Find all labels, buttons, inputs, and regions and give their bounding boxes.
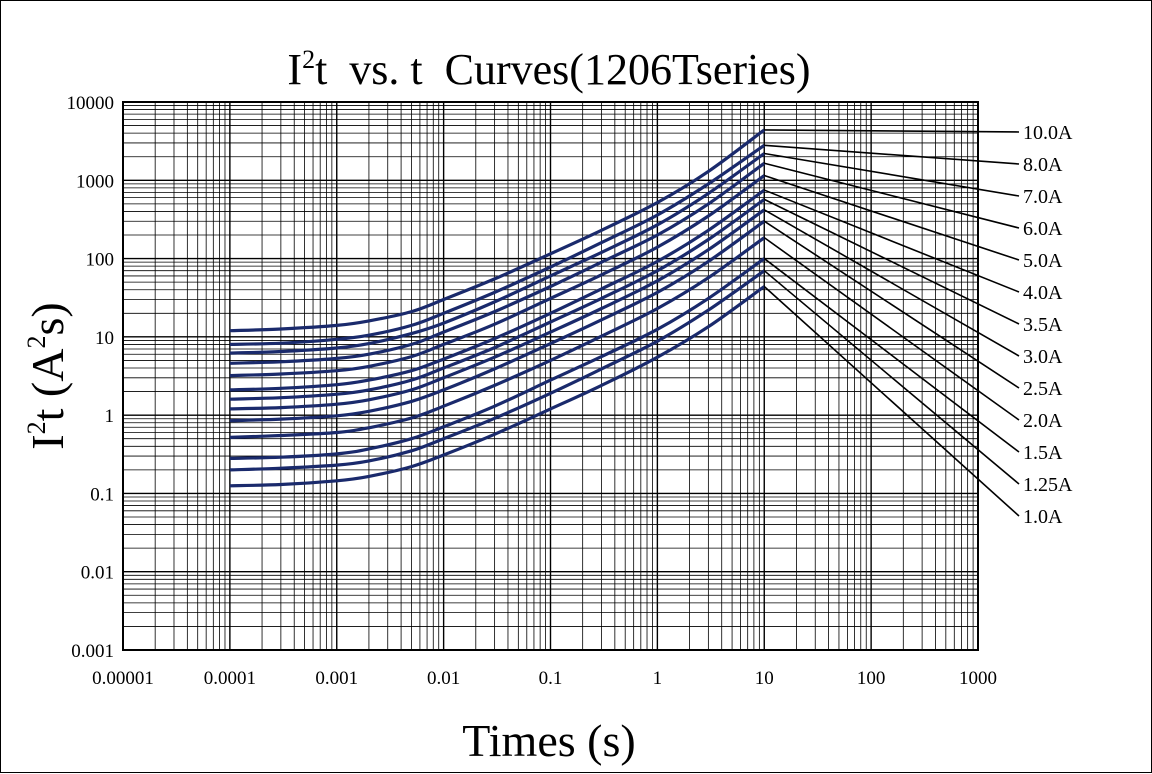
legend-label-2.5A: 2.5A bbox=[1023, 378, 1063, 400]
legend-label-1.0A: 1.0A bbox=[1023, 506, 1063, 528]
legend-label-5.0A: 5.0A bbox=[1023, 250, 1063, 272]
series-curve-6.0A bbox=[229, 161, 766, 365]
y-tick-label: 1 bbox=[105, 406, 115, 427]
legend-label-7.0A: 7.0A bbox=[1023, 186, 1063, 208]
x-tick-label: 1 bbox=[653, 668, 663, 689]
grid bbox=[122, 102, 978, 651]
plot-border bbox=[122, 101, 979, 651]
legend-label-1.5A: 1.5A bbox=[1023, 442, 1063, 464]
y-tick-label: 10 bbox=[95, 328, 114, 349]
y-tick-label: 10000 bbox=[67, 93, 115, 114]
y-tick-label: 0.1 bbox=[90, 484, 114, 505]
series-curve-4.0A bbox=[229, 188, 766, 392]
series-curve-2.0A bbox=[229, 236, 766, 439]
x-tick-label: 0.00001 bbox=[92, 668, 154, 689]
series-curve-8.0A bbox=[229, 143, 766, 346]
series-curve-1.25A bbox=[229, 269, 766, 472]
series-curve-1.5A bbox=[229, 257, 766, 460]
series-curve-7.0A bbox=[229, 152, 766, 355]
x-tick-label: 100 bbox=[857, 668, 886, 689]
y-tick-label: 0.001 bbox=[71, 641, 114, 662]
y-axis-label: I2t (A2s) bbox=[22, 302, 73, 449]
y-tick-label: 1000 bbox=[76, 171, 114, 192]
legend-label-2.0A: 2.0A bbox=[1023, 410, 1063, 432]
series-curve-3.0A bbox=[229, 208, 766, 411]
legend-leader-2.0A bbox=[763, 237, 1020, 421]
legend-leaders bbox=[763, 129, 1020, 517]
x-tick-label: 0.001 bbox=[315, 668, 358, 689]
legend-leader-1.25A bbox=[763, 270, 1020, 485]
chart-title: I2t vs. t Curves(1206Tseries) bbox=[287, 45, 810, 94]
legend-label-3.5A: 3.5A bbox=[1023, 314, 1063, 336]
legend-leader-4.0A bbox=[763, 189, 1020, 293]
series-curve-5.0A bbox=[229, 174, 766, 378]
series-curve-1.0A bbox=[229, 285, 766, 488]
legend-label-1.25A: 1.25A bbox=[1023, 474, 1073, 496]
legend-label-4.0A: 4.0A bbox=[1023, 282, 1063, 304]
legend-leader-3.0A bbox=[763, 209, 1020, 357]
tick-labels: 0.00001 0.0001 0.001 0.01 0.1 1 10 100 1000 0.001… bbox=[67, 93, 998, 689]
legend-leader-1.0A bbox=[763, 285, 1020, 517]
legend-label-8.0A: 8.0A bbox=[1023, 154, 1063, 176]
curves bbox=[229, 128, 766, 488]
x-tick-label: 0.1 bbox=[539, 668, 563, 689]
x-tick-label: 0.0001 bbox=[204, 668, 256, 689]
series-curve-2.5A bbox=[229, 219, 766, 423]
legend-leader-10.0A bbox=[764, 129, 1020, 133]
x-tick-label: 0.01 bbox=[427, 668, 460, 689]
x-tick-label: 1000 bbox=[959, 668, 997, 689]
legend-leader-6.0A bbox=[764, 162, 1020, 229]
y-tick-label: 100 bbox=[86, 250, 115, 271]
series-curve-3.5A bbox=[229, 198, 766, 401]
legend-labels: 10.0A 8.0A 7.0A 6.0A 5.0A 4.0A 3.5A 3.0A 2.5A 2.0… bbox=[1023, 122, 1073, 528]
legend-leader-1.5A bbox=[763, 257, 1020, 453]
y-tick-label: 0.01 bbox=[81, 563, 114, 584]
legend-leader-7.0A bbox=[764, 152, 1020, 197]
legend-label-6.0A: 6.0A bbox=[1023, 218, 1063, 240]
legend-label-10.0A: 10.0A bbox=[1023, 122, 1073, 144]
series-curve-10.0A bbox=[229, 128, 766, 333]
legend-leader-3.5A bbox=[763, 198, 1020, 325]
x-axis-label: Times (s) bbox=[462, 715, 635, 766]
legend-label-3.0A: 3.0A bbox=[1023, 346, 1063, 368]
x-tick-label: 10 bbox=[755, 668, 774, 689]
legend-leader-2.5A bbox=[763, 220, 1020, 389]
legend-leader-5.0A bbox=[763, 174, 1020, 261]
legend-leader-8.0A bbox=[764, 144, 1020, 165]
